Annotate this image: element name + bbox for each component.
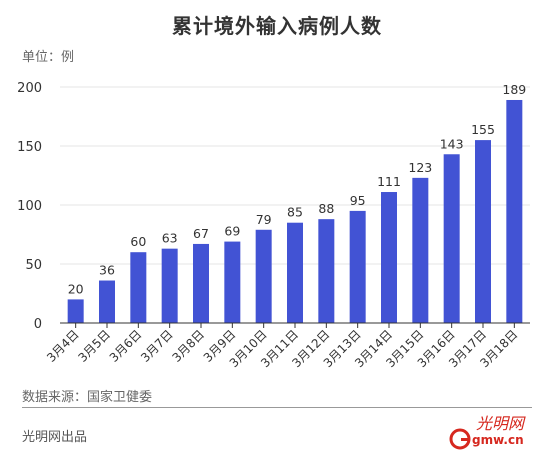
- y-tick-label: 50: [25, 258, 42, 273]
- bar: [443, 154, 460, 323]
- data-label: 189: [502, 82, 526, 97]
- y-tick-label: 200: [17, 81, 42, 96]
- bar: [381, 192, 397, 323]
- bar: [130, 252, 147, 323]
- data-label: 63: [162, 231, 178, 246]
- bar: [193, 243, 209, 323]
- data-label: 20: [68, 281, 84, 296]
- bar: [412, 177, 429, 323]
- data-label: 143: [440, 136, 464, 151]
- data-label: 111: [377, 174, 401, 189]
- y-tick-label: 100: [17, 199, 42, 214]
- x-tick-label: 3月5日: [75, 327, 113, 365]
- bar: [255, 229, 272, 323]
- bar: [287, 222, 303, 323]
- bar: [224, 241, 241, 323]
- data-label: 67: [193, 226, 209, 241]
- data-label: 85: [287, 205, 303, 220]
- bar: [349, 210, 366, 323]
- data-label: 69: [224, 224, 240, 239]
- bar: [99, 280, 115, 323]
- data-label: 123: [408, 160, 432, 175]
- data-label: 60: [130, 234, 146, 249]
- bar: [318, 219, 335, 323]
- bar: [506, 99, 523, 323]
- gmw-logo: 光明网 gmw.cn: [449, 414, 526, 450]
- data-label: 155: [471, 122, 495, 137]
- logo-text: gmw.cn: [472, 433, 524, 447]
- data-label: 88: [318, 201, 334, 216]
- bar: [475, 140, 491, 323]
- data-label: 36: [99, 263, 115, 278]
- bar-chart: 0 50 100 150 200 20 3月4日 36 3月5日 60 3月6日 63 3月7日 67 3月…: [17, 81, 530, 370]
- y-tick-label: 150: [17, 140, 42, 155]
- divider: [22, 407, 532, 408]
- x-tick-label: 3月6日: [107, 327, 145, 365]
- x-tick-label: 3月8日: [169, 327, 207, 365]
- y-tick-label: 0: [34, 317, 42, 332]
- x-tick-label: 3月4日: [44, 327, 82, 365]
- logo-calligraphy: 光明网: [476, 414, 526, 433]
- bar: [67, 299, 84, 323]
- data-label: 95: [350, 193, 366, 208]
- unit-label: 单位：例: [22, 50, 75, 65]
- x-tick-label: 3月7日: [138, 327, 176, 365]
- data-label: 79: [256, 212, 272, 227]
- chart-title: 累计境外输入病例人数: [172, 14, 382, 38]
- source-label: 数据来源：国家卫健委: [22, 390, 153, 405]
- bar: [161, 248, 178, 323]
- credit-label: 光明网出品: [22, 430, 88, 445]
